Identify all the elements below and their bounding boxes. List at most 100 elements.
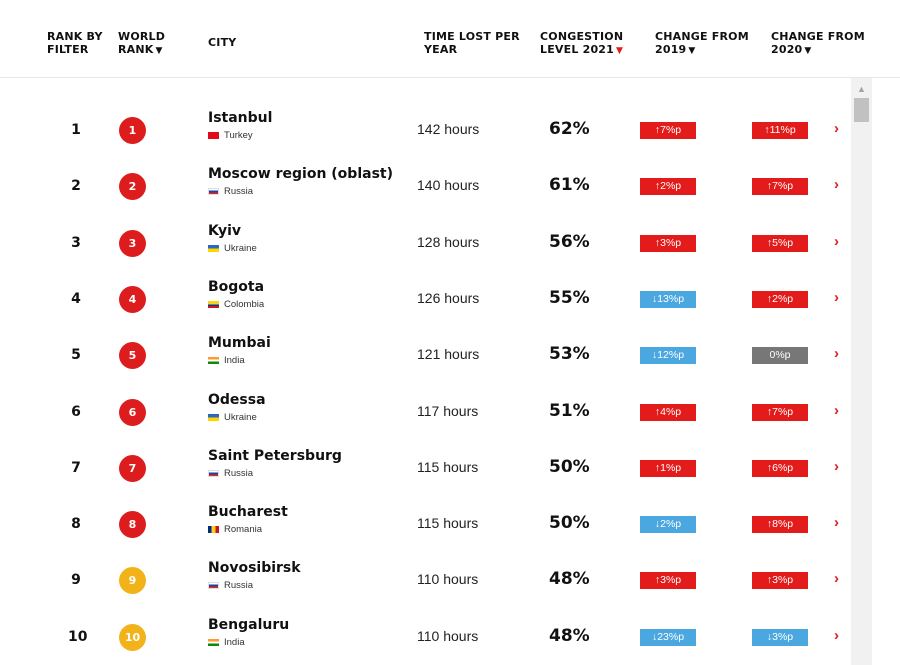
chevron-right-icon[interactable]: › [834,457,839,475]
time-lost-value: 121 hours [417,346,480,363]
world-rank-badge: 9 [119,567,146,595]
header-world-rank[interactable]: WORLD RANK ▼ [118,30,165,58]
country-name: Russia [224,467,254,479]
city-name[interactable]: Novosibirsk [208,560,301,577]
chevron-right-icon[interactable]: › [834,288,839,306]
header-rank-by-filter[interactable]: RANK BY FILTER [47,30,103,56]
chevron-right-icon[interactable]: › [834,176,839,194]
table-row[interactable]: 8 8 Bucharest Romania 115 hours 50% ↓2%p ↑8%p › [0,496,850,552]
sort-down-icon[interactable]: ▼ [804,46,812,56]
city-cell: Istanbul Turkey [208,110,272,141]
congestion-level-value: 50% [549,456,590,477]
header-time-lost-line1: TIME LOST PER [424,30,520,43]
congestion-level-value: 56% [549,231,590,252]
scroll-up-icon[interactable]: ▲ [857,84,866,94]
time-lost-value: 142 hours [417,121,480,137]
rank-by-filter: 5 [71,347,81,364]
header-world-rank-line1: WORLD [118,30,166,43]
flag-icon [208,526,219,534]
change-2020-badge: ↑2%p [752,290,808,308]
city-name[interactable]: Istanbul [208,110,273,126]
flag-icon [208,413,219,421]
country-line: Russia [208,580,301,591]
change-2019-badge: ↓13%p [640,290,696,308]
header-change-2020-line2: 2020 [771,43,803,56]
header-congestion-line1: CONGESTION [540,30,624,43]
sort-down-icon-active[interactable]: ▼ [616,46,624,56]
country-name: Colombia [224,298,265,310]
time-lost-value: 115 hours [417,515,479,532]
chevron-right-icon[interactable]: › [834,232,839,250]
scroll-thumb[interactable] [854,98,869,122]
city-name[interactable]: Saint Petersburg [208,447,342,464]
city-name[interactable]: Kyiv [208,222,242,239]
country-name: Turkey [224,130,253,141]
rank-by-filter: 3 [71,234,81,251]
table-row[interactable]: 10 10 Bengaluru India 110 hours 48% ↓23%p ↓3%p › [0,609,850,665]
city-name[interactable]: Bucharest [208,504,288,521]
congestion-level-value: 61% [549,175,590,196]
header-change-2020[interactable]: CHANGE FROM 2020 ▼ [771,30,865,58]
rank-by-filter: 8 [71,516,81,533]
time-lost-value: 110 hours [417,627,479,644]
city-name[interactable]: Mumbai [208,335,271,352]
header-time-lost[interactable]: TIME LOST PER YEAR [424,30,520,56]
table-row[interactable]: 1 1 Istanbul Turkey 142 hours 62% ↑7%p ↑11%p › [0,102,850,158]
change-2020-badge: ↑3%p [752,572,808,590]
flag-icon [208,357,219,365]
country-name: Russia [224,580,254,592]
table-row[interactable]: 4 4 Bogota Colombia 126 hours 55% ↓13%p ↑2%p › [0,271,850,327]
header-congestion[interactable]: CONGESTION LEVEL 2021 ▼ [540,30,623,58]
city-name[interactable]: Bengaluru [208,616,290,633]
table-row[interactable]: 7 7 Saint Petersburg Russia 115 hours 50% ↑1%p… [0,440,850,496]
city-cell: Kyiv Ukraine [208,223,257,254]
change-2019-badge: ↑4%p [640,403,696,421]
rank-by-filter: 6 [71,403,81,420]
country-line: Ukraine [208,243,257,254]
change-2020-badge: ↑5%p [752,234,808,252]
time-lost-value: 115 hours [417,458,479,475]
header-world-rank-line2: RANK [118,43,154,56]
vertical-scrollbar[interactable]: ▲ [851,78,872,665]
chevron-right-icon[interactable]: › [834,401,839,419]
chevron-right-icon[interactable]: › [834,120,839,137]
city-name[interactable]: Odessa [208,391,266,408]
city-name[interactable]: Bogota [208,278,265,295]
chevron-right-icon[interactable]: › [834,570,839,588]
rank-by-filter: 2 [71,178,81,195]
chevron-right-icon[interactable]: › [834,514,839,532]
header-time-lost-line2: YEAR [424,43,458,56]
rank-by-filter: 7 [71,459,81,476]
change-2020-badge: 0%p [752,347,808,365]
table-row[interactable]: 6 6 Odessa Ukraine 117 hours 51% ↑4%p ↑7%p › [0,384,850,440]
chevron-right-icon[interactable]: › [834,345,839,363]
country-name: Russia [224,186,254,198]
flag-icon [208,638,219,646]
table-row[interactable]: 9 9 Novosibirsk Russia 110 hours 48% ↑3%p ↑3%p › [0,552,850,608]
country-name: Ukraine [224,411,257,423]
chevron-right-icon[interactable]: › [834,626,839,644]
country-line: Russia [208,468,342,479]
change-2019-badge: ↑3%p [640,234,696,252]
header-rank-by-filter-line2: FILTER [47,43,89,56]
congestion-level-value: 62% [549,119,590,139]
change-2019-badge: ↑1%p [640,459,696,477]
sort-down-icon[interactable]: ▼ [155,46,163,56]
header-city[interactable]: CITY [208,36,236,49]
flag-icon [208,469,219,477]
congestion-level-value: 48% [549,625,590,646]
world-rank-badge: 1 [119,117,146,144]
table-row[interactable]: 3 3 Kyiv Ukraine 128 hours 56% ↑3%p ↑5%p › [0,215,850,271]
change-2019-badge: ↑3%p [640,572,696,590]
header-change-2019[interactable]: CHANGE FROM 2019 ▼ [655,30,749,58]
city-cell: Bengaluru India [208,617,289,648]
sort-down-icon[interactable]: ▼ [688,46,696,56]
change-2020-badge: ↑6%p [752,459,808,477]
change-2019-badge: ↓12%p [640,347,696,365]
time-lost-value: 110 hours [417,571,479,588]
table-row[interactable]: 2 2 Moscow region (oblast) Russia 140 hours 6… [0,158,850,214]
world-rank-badge: 8 [119,511,146,539]
city-name[interactable]: Moscow region (oblast) [208,166,393,183]
world-rank-badge: 6 [119,398,146,426]
table-row[interactable]: 5 5 Mumbai India 121 hours 53% ↓12%p 0%p › [0,327,850,383]
